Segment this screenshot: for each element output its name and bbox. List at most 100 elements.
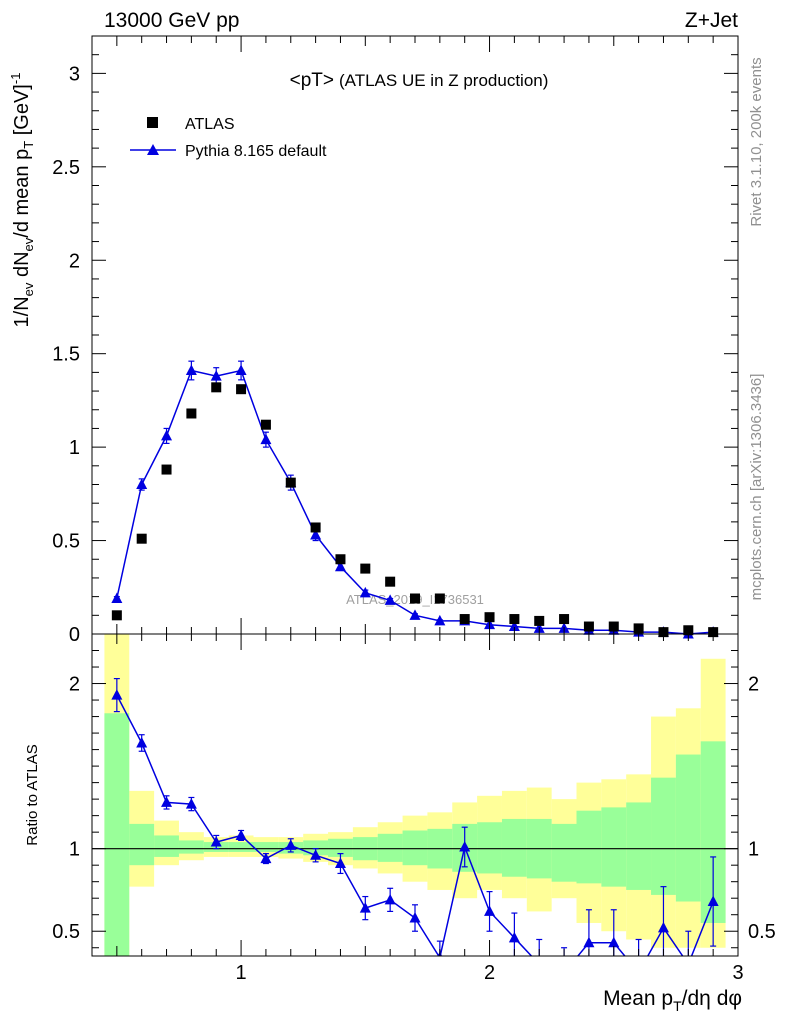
ratio-plot-axes: 0.5 0.5 1 1 2 2 1 2 3: [52, 633, 776, 984]
stat-band-bin: [129, 823, 155, 866]
x-tick-label: 2: [484, 962, 495, 984]
pythia-point: [210, 370, 222, 381]
pythia-point: [434, 614, 446, 626]
ratio-series: [111, 677, 719, 978]
ratio-y-tick-label-right: 0.5: [748, 921, 776, 943]
y-tick-label: 0.5: [52, 531, 80, 553]
stat-band-bin: [576, 810, 602, 884]
pythia-point: [508, 620, 520, 632]
ratio-point: [260, 852, 272, 864]
plot-title: <pT> (ATLAS UE in Z production): [290, 70, 549, 91]
ratio-point: [310, 849, 322, 860]
ratio-y-tick-label: 2: [69, 674, 80, 696]
stat-band-bin: [601, 807, 627, 887]
y-tick-label: 2: [69, 250, 80, 272]
pythia-point: [111, 592, 123, 603]
legend-pythia-marker: [147, 144, 159, 155]
ratio-point: [334, 857, 346, 869]
stat-band-bin: [675, 754, 701, 902]
ratio-panel: 0.5 0.5 1 1 2 2 1 2 3 Ratio to ATLAS Mean pT/dη …: [24, 633, 776, 1014]
legend: ATLAS Pythia 8.165 default: [130, 116, 327, 160]
legend-atlas-marker: [147, 117, 158, 128]
ratio-plot-content: [92, 634, 738, 978]
atlas-point: [360, 563, 371, 574]
ratio-point: [185, 798, 197, 809]
ratio-y-tick-label-right: 1: [748, 839, 759, 861]
atlas-point: [583, 621, 594, 632]
stat-band-bin: [228, 842, 254, 852]
x-axis-label: Mean pT/dη dφ: [603, 987, 742, 1014]
ratio-point: [559, 967, 570, 978]
pythia-point: [260, 433, 272, 445]
ratio-point: [285, 839, 297, 850]
ratio-point: [384, 893, 396, 905]
atlas-point: [559, 614, 570, 625]
legend-pythia-label: Pythia 8.165 default: [185, 143, 327, 160]
ratio-point: [409, 912, 421, 923]
stat-band-bin: [178, 840, 204, 854]
mcplots-label: mcplots.cern.ch [arXiv:1306.3436]: [748, 374, 765, 601]
ratio-point: [210, 836, 222, 847]
ratio-point: [459, 841, 471, 852]
ratio-point: [608, 936, 620, 948]
ratio-point: [136, 736, 148, 748]
pythia-point: [136, 478, 148, 489]
pythia-point: [161, 429, 173, 441]
atlas-point: [111, 610, 122, 621]
stat-band-bin: [402, 830, 428, 866]
legend-atlas-label: ATLAS: [185, 116, 235, 133]
ratio-point: [633, 967, 644, 978]
stat-band-bin: [377, 833, 403, 862]
y-tick-label: 0: [69, 624, 80, 646]
atlas-point: [534, 615, 545, 626]
ratio-point: [111, 689, 123, 700]
ratio-point: [484, 905, 496, 916]
pythia-point: [334, 560, 346, 572]
ratio-axis-label: Ratio to ATLAS: [24, 744, 41, 845]
atlas-point: [236, 384, 247, 395]
ratio-point: [161, 796, 173, 807]
ratio-point: [508, 931, 520, 943]
atlas-point: [161, 464, 172, 475]
ratio-point: [583, 936, 595, 948]
stat-band-bin: [477, 822, 502, 874]
ratio-y-tick-label: 1: [69, 839, 80, 861]
stat-band-bin: [303, 840, 329, 856]
atlas-point: [211, 382, 222, 393]
atlas-point: [509, 614, 520, 625]
y-tick-label: 1.5: [52, 344, 80, 366]
pythia-point: [235, 364, 247, 376]
ratio-y-tick-label-right: 2: [748, 674, 759, 696]
process-label: Z+Jet: [685, 9, 738, 32]
atlas-point: [484, 612, 495, 623]
stat-band-bin: [154, 835, 179, 857]
y-tick-label: 3: [69, 63, 80, 85]
ratio-point: [707, 895, 719, 907]
stat-band-bin: [626, 802, 652, 890]
stat-band-bin: [551, 823, 577, 882]
pythia-point: [185, 364, 197, 376]
x-tick-label: 1: [236, 962, 247, 984]
main-plot-panel: <pT>(ATLAS UE in Z production) ATLAS_201…: [8, 35, 739, 646]
ratio-point: [683, 958, 694, 969]
stat-band-bin: [651, 777, 676, 895]
pythia-point: [310, 528, 322, 540]
ratio-point: [235, 829, 247, 840]
stat-band-bin: [328, 838, 353, 857]
ratio-point: [359, 902, 371, 913]
atlas-point: [434, 593, 445, 604]
atlas-point: [459, 614, 470, 625]
atlas-point: [285, 477, 296, 488]
y-tick-label: 2.5: [52, 157, 80, 179]
ratio-point: [657, 921, 669, 933]
stat-band-bin: [253, 842, 279, 852]
energy-label: 13000 GeV pp: [104, 9, 239, 32]
y-tick-label: 1: [69, 437, 80, 459]
atlas-point: [385, 576, 396, 587]
pythia-point: [384, 594, 396, 605]
ratio-y-tick-label: 0.5: [52, 921, 80, 943]
x-tick-label: 3: [732, 962, 743, 984]
atlas-point: [310, 522, 321, 533]
ratio-point: [534, 958, 545, 969]
